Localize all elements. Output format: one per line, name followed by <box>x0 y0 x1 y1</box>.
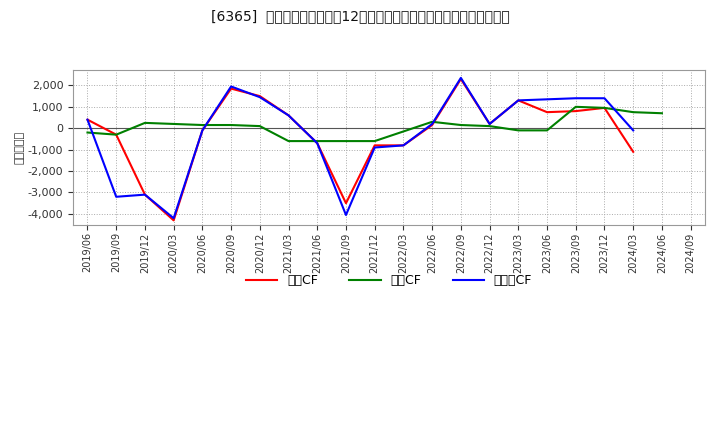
フリーCF <box>342 213 351 218</box>
投資CF <box>543 128 552 133</box>
営業CF <box>140 192 149 197</box>
投資CF <box>370 139 379 144</box>
営業CF <box>485 121 494 127</box>
フリーCF <box>256 95 264 100</box>
投資CF <box>485 124 494 129</box>
投資CF <box>514 128 523 133</box>
投資CF <box>84 130 92 135</box>
フリーCF <box>572 95 580 101</box>
フリーCF <box>456 75 465 81</box>
投資CF <box>456 122 465 128</box>
営業CF <box>284 113 293 118</box>
フリーCF <box>313 141 322 146</box>
投資CF <box>342 139 351 144</box>
営業CF <box>313 141 322 146</box>
フリーCF <box>399 143 408 148</box>
フリーCF <box>600 95 609 101</box>
営業CF <box>600 105 609 110</box>
投資CF <box>140 120 149 125</box>
投資CF <box>600 105 609 110</box>
フリーCF <box>428 121 436 127</box>
投資CF <box>572 104 580 110</box>
営業CF <box>342 201 351 206</box>
営業CF <box>456 76 465 81</box>
営業CF <box>543 110 552 115</box>
フリーCF <box>227 84 235 89</box>
投資CF <box>313 139 322 144</box>
Line: 営業CF: 営業CF <box>88 79 633 220</box>
フリーCF <box>84 117 92 122</box>
Legend: 営業CF, 投資CF, フリーCF: 営業CF, 投資CF, フリーCF <box>241 269 537 293</box>
Line: 投資CF: 投資CF <box>88 107 662 141</box>
投資CF <box>227 122 235 128</box>
営業CF <box>227 86 235 91</box>
フリーCF <box>198 128 207 133</box>
投資CF <box>629 110 637 115</box>
投資CF <box>112 132 120 137</box>
フリーCF <box>370 145 379 150</box>
投資CF <box>256 124 264 129</box>
投資CF <box>399 129 408 134</box>
投資CF <box>198 122 207 128</box>
営業CF <box>256 93 264 99</box>
営業CF <box>629 149 637 154</box>
投資CF <box>428 119 436 125</box>
フリーCF <box>112 194 120 199</box>
営業CF <box>572 108 580 114</box>
投資CF <box>284 139 293 144</box>
フリーCF <box>140 192 149 197</box>
投資CF <box>169 121 178 127</box>
Line: フリーCF: フリーCF <box>88 78 633 218</box>
営業CF <box>84 117 92 122</box>
フリーCF <box>169 216 178 221</box>
営業CF <box>514 98 523 103</box>
営業CF <box>169 218 178 223</box>
Y-axis label: （百万円）: （百万円） <box>15 131 25 164</box>
営業CF <box>198 128 207 133</box>
フリーCF <box>485 121 494 127</box>
フリーCF <box>284 113 293 118</box>
Text: [6365]  キャッシュフローの12か月移動合計の対前年同期増減額の推移: [6365] キャッシュフローの12か月移動合計の対前年同期増減額の推移 <box>211 9 509 23</box>
営業CF <box>399 143 408 148</box>
フリーCF <box>514 98 523 103</box>
フリーCF <box>629 128 637 133</box>
営業CF <box>112 132 120 137</box>
投資CF <box>657 110 666 116</box>
フリーCF <box>543 97 552 102</box>
営業CF <box>370 143 379 148</box>
営業CF <box>428 122 436 128</box>
